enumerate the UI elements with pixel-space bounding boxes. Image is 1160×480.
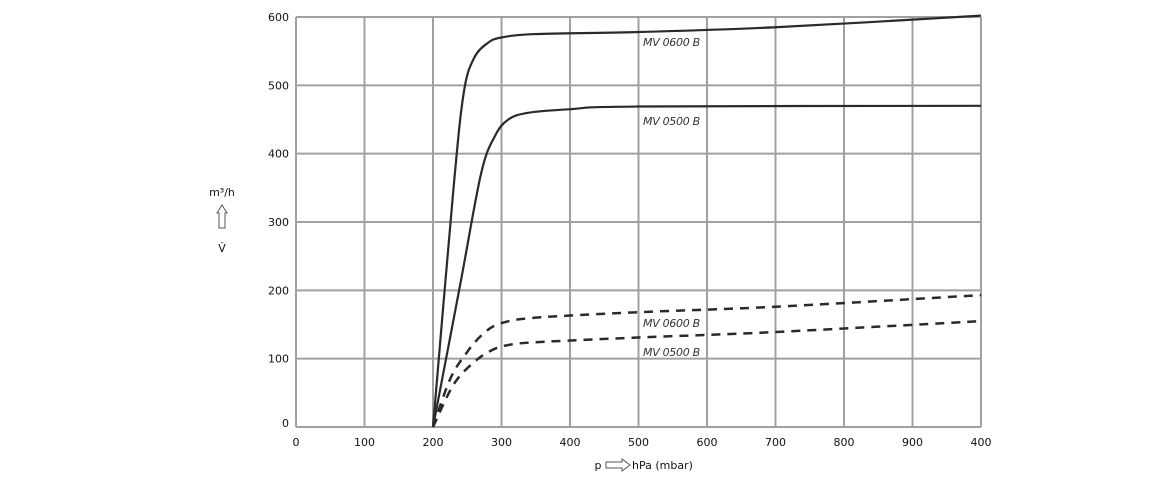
series-line-mv-0600-b-solid <box>431 14 982 428</box>
y-tick-label: 600 <box>268 11 289 24</box>
series-line-mv-0500-b-solid <box>431 104 982 428</box>
x-tick-label: 600 <box>697 436 718 449</box>
y-tick-label: 0 <box>282 417 289 430</box>
x-ticks: 0 100 200 300 400 500 600 700 800 900 400 <box>293 436 992 449</box>
y-ticks: 0 100 200 300 400 500 600 <box>268 11 289 430</box>
x-tick-label: 700 <box>765 436 786 449</box>
x-axis-label-right: hPa (mbar) <box>632 459 693 472</box>
x-tick-label: 400 <box>560 436 581 449</box>
y-tick-label: 200 <box>268 284 289 297</box>
y-tick-label: 300 <box>268 216 289 229</box>
y-tick-label: 500 <box>268 79 289 92</box>
x-axis-label-left: p <box>595 459 602 472</box>
x-tick-label: 200 <box>423 436 444 449</box>
x-tick-label: 500 <box>628 436 649 449</box>
x-tick-label: 900 <box>902 436 923 449</box>
x-tick-label: 300 <box>491 436 512 449</box>
series-lines <box>431 14 982 428</box>
series-line-mv-0500-b-dashed <box>431 319 982 428</box>
right-arrow-icon <box>605 458 631 472</box>
series-label: MV 0600 B <box>643 317 700 330</box>
series-labels: MV 0600 B MV 0500 B MV 0600 B MV 0500 B <box>643 36 700 359</box>
series-label: MV 0500 B <box>643 346 700 359</box>
x-tick-label: 0 <box>293 436 300 449</box>
y-axis-symbol: V̇ <box>218 242 226 255</box>
x-tick-label: 100 <box>354 436 375 449</box>
grid <box>295 16 982 428</box>
x-tick-label: 400 <box>971 436 992 449</box>
series-label: MV 0500 B <box>643 115 700 128</box>
series-label: MV 0600 B <box>643 36 700 49</box>
x-tick-label: 800 <box>834 436 855 449</box>
y-tick-label: 100 <box>268 353 289 366</box>
series-line-mv-0600-b-dashed <box>431 293 982 428</box>
y-axis-unit: m³/h <box>209 186 235 199</box>
y-tick-label: 400 <box>268 148 289 161</box>
up-arrow-icon <box>216 204 228 229</box>
